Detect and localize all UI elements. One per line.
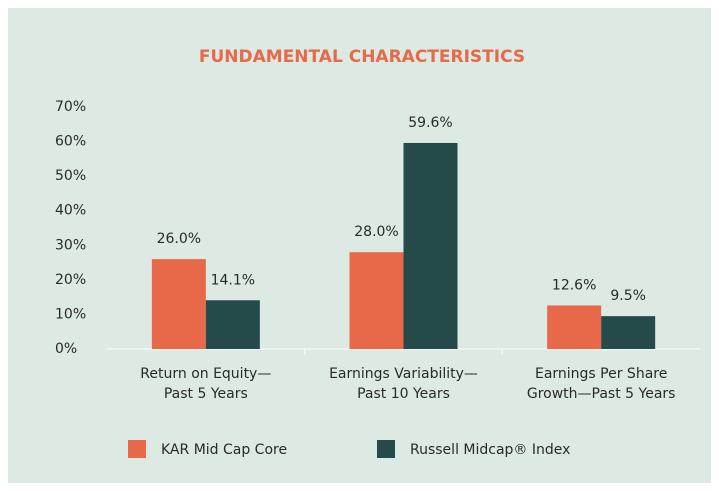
value-label: 14.1% <box>211 272 255 288</box>
y-tick-label: 50% <box>55 168 86 184</box>
bar <box>601 316 656 349</box>
bar <box>349 252 404 349</box>
bar <box>403 142 458 349</box>
x-tick-label: Return on Equity— Past 5 Years <box>140 366 271 402</box>
legend-label: Russell Midcap® Index <box>410 442 570 458</box>
y-tick-label: 40% <box>55 203 86 219</box>
value-label: 26.0% <box>157 231 201 247</box>
y-tick-label: 60% <box>55 134 86 150</box>
chart-title: FUNDAMENTAL CHARACTERISTICS <box>199 47 525 67</box>
value-label: 9.5% <box>610 288 646 304</box>
y-tick-label: 0% <box>55 341 77 357</box>
value-label: 12.6% <box>552 277 596 293</box>
y-tick-label: 20% <box>55 272 86 288</box>
legend-swatch <box>377 440 395 458</box>
panel <box>8 8 711 483</box>
legend-swatch <box>128 440 146 458</box>
y-tick-label: 30% <box>55 237 86 253</box>
bar <box>151 259 206 349</box>
x-tick-label: Earnings Variability— Past 10 Years <box>329 366 478 402</box>
value-label: 59.6% <box>408 115 452 131</box>
bar <box>205 300 260 349</box>
y-tick-label: 10% <box>55 306 86 322</box>
bar <box>547 305 602 349</box>
value-label: 28.0% <box>354 224 398 240</box>
legend-label: KAR Mid Cap Core <box>161 442 287 458</box>
y-tick-label: 70% <box>55 99 86 115</box>
x-tick-label: Earnings Per Share Growth—Past 5 Years <box>527 366 676 402</box>
